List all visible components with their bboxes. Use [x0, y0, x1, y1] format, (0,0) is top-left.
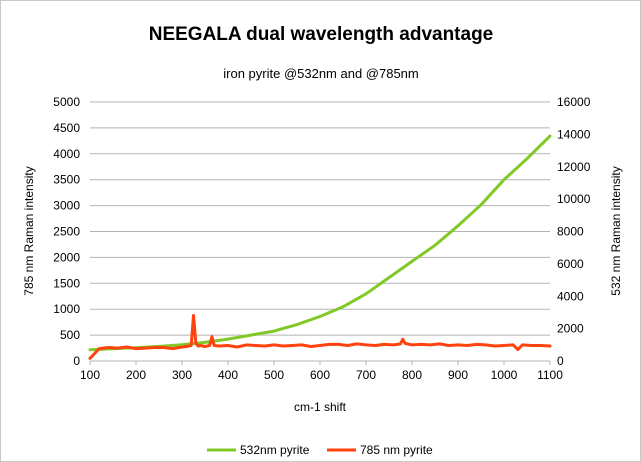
left-y-tick-label-8: 4000 [53, 147, 80, 161]
right-y-axis-ticks: 0 2000 4000 6000 8000 10000 12000 14000 16000 [557, 95, 591, 368]
chart-subtitle: iron pyrite @532nm and @785nm [223, 66, 419, 81]
legend: 532nm pyrite 785 nm pyrite [207, 443, 433, 457]
left-y-tick-label-1: 500 [60, 328, 80, 342]
left-y-tick-label-0: 0 [73, 354, 80, 368]
right-y-tick-label-8: 16000 [557, 95, 591, 109]
chart-title: NEEGALA dual wavelength advantage [149, 24, 494, 45]
right-y-tick-label-7: 14000 [557, 127, 591, 141]
x-tick-label-8: 900 [448, 368, 468, 382]
x-tick-label-9: 1000 [491, 368, 518, 382]
right-y-tick-label-3: 6000 [557, 257, 584, 271]
left-y-tick-label-9: 4500 [53, 121, 80, 135]
left-y-tick-label-5: 2500 [53, 225, 80, 239]
legend-label-0: 532nm pyrite [240, 443, 310, 457]
left-y-tick-label-6: 3000 [53, 199, 80, 213]
left-y-tick-label-4: 2000 [53, 250, 80, 264]
left-y-tick-label-2: 1000 [53, 302, 80, 316]
x-tick-label-7: 800 [402, 368, 422, 382]
x-tick-label-2: 300 [172, 368, 192, 382]
left-y-axis-label: 785 nm Raman intensity [22, 166, 36, 295]
right-y-tick-label-4: 8000 [557, 225, 584, 239]
series-line-1 [88, 313, 552, 360]
x-tick-label-6: 700 [356, 368, 376, 382]
right-y-tick-label-0: 0 [557, 354, 564, 368]
x-tick-label-0: 100 [80, 368, 100, 382]
x-axis-ticks: 100 200 300 400 500 600 700 800 900 1000 1100 [80, 361, 563, 382]
legend-label-1: 785 nm pyrite [360, 443, 433, 457]
left-y-axis-ticks: 0 500 1000 1500 2000 2500 3000 3500 4000 4500 5000 [53, 95, 80, 368]
x-tick-label-10: 1100 [537, 368, 563, 382]
series-group [88, 134, 552, 360]
right-y-tick-label-6: 12000 [557, 160, 591, 174]
right-y-axis-label: 532 nm Raman intensity [609, 166, 623, 295]
x-axis-label: cm-1 shift [294, 400, 347, 414]
right-y-tick-label-5: 10000 [557, 192, 591, 206]
left-y-tick-label-10: 5000 [53, 95, 80, 109]
gridlines [90, 101, 550, 362]
x-tick-label-3: 400 [218, 368, 238, 382]
x-tick-label-5: 600 [310, 368, 330, 382]
right-y-tick-label-2: 4000 [557, 289, 584, 303]
left-y-tick-label-7: 3500 [53, 173, 80, 187]
x-tick-label-1: 200 [126, 368, 146, 382]
series-line-0 [88, 134, 552, 352]
left-y-tick-label-3: 1500 [53, 276, 80, 290]
right-y-tick-label-1: 2000 [557, 322, 584, 336]
x-tick-label-4: 500 [264, 368, 284, 382]
